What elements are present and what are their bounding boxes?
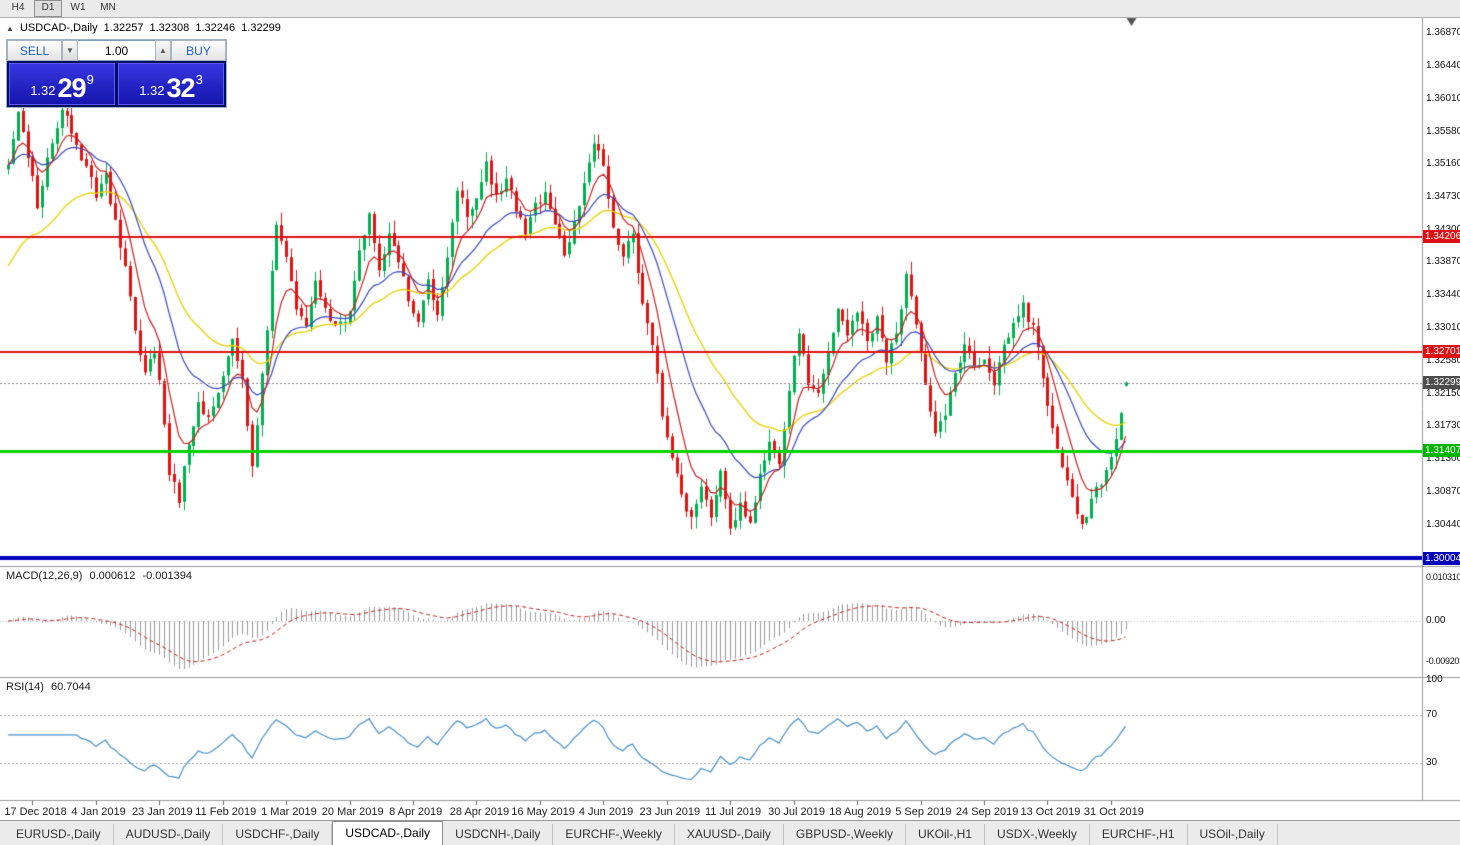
macd-signal-value: -0.001394 [142,570,192,582]
axis-label: 1.32580 [1426,355,1460,367]
price-tag-current-price: 1.32299 [1423,376,1460,390]
axis-label: 70 [1426,709,1438,721]
rsi-name: RSI(14) [6,681,44,693]
axis-label: 1.35580 [1426,125,1460,137]
sell-price-button[interactable]: 1.32 29 9 [9,63,115,105]
timeframe-toolbar: H4 D1 W1 MN [0,0,1460,18]
symbol-tab-usdchf-daily[interactable]: USDCHF-,Daily [223,824,333,845]
symbol-tab-eurchf-h1[interactable]: EURCHF-,H1 [1090,824,1188,845]
axis-label: 1.32150 [1426,387,1460,399]
axis-label: 1.30870 [1426,485,1460,497]
price-tag-resistance-1: 1.34206 [1423,230,1460,244]
axis-label: -0.009203 [1426,656,1460,666]
timeframe-button-w1[interactable]: W1 [70,2,86,13]
price-tag-support-blue: 1.30004 [1423,551,1460,565]
axis-label: 1.33010 [1426,322,1460,334]
axis-label: 1.36870 [1426,27,1460,38]
buy-button[interactable]: BUY [171,40,226,61]
symbol-tab-gbpusd-weekly[interactable]: GBPUSD-,Weekly [784,824,907,845]
axis-label: 1.30440 [1426,518,1460,530]
symbol-tab-xauusd-daily[interactable]: XAUUSD-,Daily [675,824,784,845]
chart-symbol-label: USDCAD-,Daily [19,22,98,34]
timeframe-button-mn[interactable]: MN [100,2,116,13]
axis-label: 1.36010 [1426,92,1460,104]
price-axis[interactable]: 1.36870 1.36440 1.36010 1.35580 1.35160 1.347… [1423,0,1460,821]
one-click-collapse-icon[interactable]: ▲ [6,24,14,33]
symbol-tab-usoil-daily[interactable]: USOil-,Daily [1188,824,1278,845]
price-tag-resistance-2: 1.32701 [1423,345,1460,359]
axis-label: 1.36440 [1426,59,1460,71]
high-value: 1.32308 [149,22,190,34]
rsi-indicator-label: RSI(14) 60.7044 [6,681,95,693]
low-value: 1.32246 [195,22,236,34]
volume-input[interactable] [78,40,155,61]
symbol-tab-audusd-daily[interactable]: AUDUSD-,Daily [114,824,224,845]
open-value: 1.32257 [103,22,144,34]
timeframe-button-d1[interactable]: D1 [34,0,62,17]
sell-price-pip: 9 [86,72,94,87]
symbol-tab-eurchf-weekly[interactable]: EURCHF-,Weekly [553,824,675,845]
axis-label: 0.010310 [1426,572,1460,582]
buy-price-prefix: 1.32 [139,83,165,98]
symbol-tab-eurusd-daily[interactable]: EURUSD-,Daily [4,824,114,845]
buy-price-pip: 3 [195,72,203,87]
axis-label: 1.35160 [1426,157,1460,169]
axis-label: 1.34730 [1426,190,1460,202]
macd-main-value: 0.000612 [89,570,136,582]
sell-price-prefix: 1.32 [30,83,56,98]
sell-price-main: 29 [57,73,87,103]
axis-label: 1.31730 [1426,420,1460,432]
axis-label: 1.34300 [1426,223,1460,235]
sell-button[interactable]: SELL [7,40,62,61]
macd-name: MACD(12,26,9) [6,570,83,582]
symbol-tab-usdcnh-daily[interactable]: USDCNH-,Daily [443,824,554,845]
volume-decrease-button[interactable]: ▼ [62,40,78,61]
macd-indicator-label: MACD(12,26,9) 0.000612 -0.001394 [6,570,196,582]
chart-ohlc-title: ▲ USDCAD-,Daily 1.32257 1.32308 1.32246 … [6,22,284,34]
symbol-tab-usdx-weekly[interactable]: USDX-,Weekly [985,824,1090,845]
trade-prices-row: 1.32 29 9 1.32 32 3 [7,61,226,107]
symbol-tab-bar: EURUSD-,Daily AUDUSD-,Daily USDCHF-,Daily U… [0,820,1460,845]
axis-label: 100 [1426,674,1443,685]
trade-controls-row: SELL ▼ ▲ BUY [7,40,226,61]
axis-label: 1.31300 [1426,452,1460,464]
buy-price-main: 32 [166,73,196,103]
one-click-trading-panel: SELL ▼ ▲ BUY 1.32 29 9 1.32 32 3 [7,40,226,107]
axis-label: 0.00 [1426,615,1446,626]
close-value: 1.32299 [241,22,281,34]
price-tag-support-green: 1.31407 [1423,444,1460,458]
symbol-tab-ukoil-h1[interactable]: UKOil-,H1 [906,824,986,845]
symbol-tab-usdcad-daily[interactable]: USDCAD-,Daily [332,821,444,845]
axis-label: 1.33870 [1426,256,1460,268]
axis-label: 30 [1426,756,1438,768]
rsi-value: 60.7044 [50,681,91,693]
volume-increase-button[interactable]: ▲ [155,40,171,61]
buy-price-button[interactable]: 1.32 32 3 [118,63,224,105]
timeframe-button-h4[interactable]: H4 [11,2,25,13]
axis-label: 1.33440 [1426,289,1460,301]
